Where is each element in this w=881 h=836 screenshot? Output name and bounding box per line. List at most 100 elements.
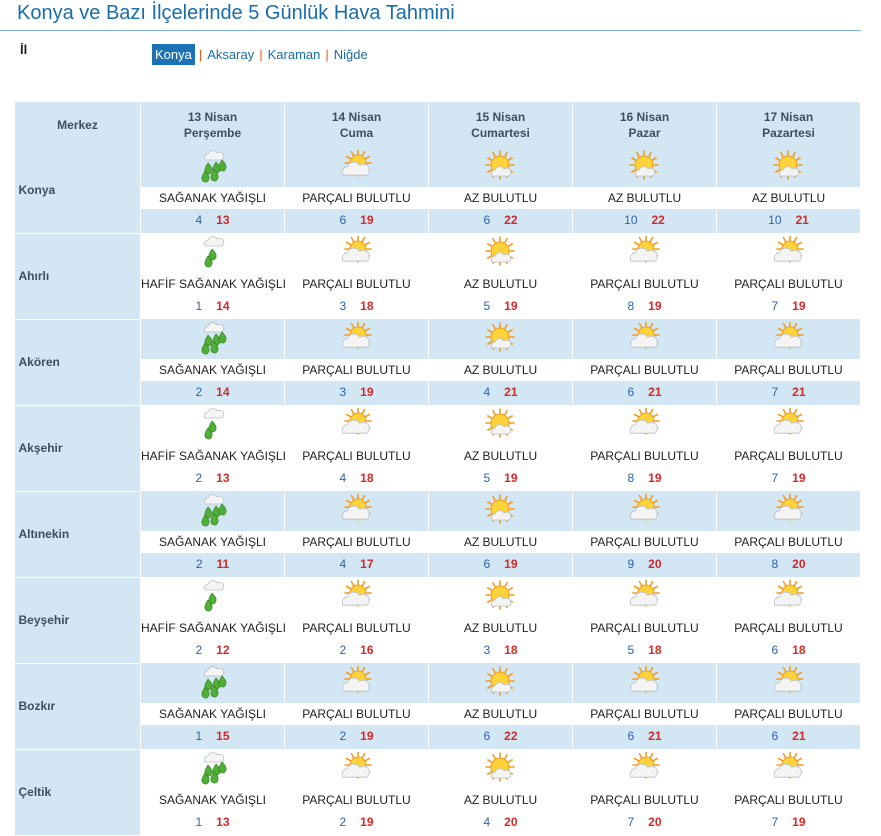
min-temperature: 1 — [195, 299, 203, 313]
max-temperature: 19 — [504, 557, 518, 571]
partly-cloudy-icon — [629, 580, 660, 607]
temperature-range: 5 19 — [429, 467, 572, 490]
min-temperature: 6 — [483, 729, 491, 743]
temperature-range: 4 20 — [429, 811, 572, 834]
partly-cloudy-icon — [629, 752, 660, 779]
forecast-cell: SAĞANAK YAĞIŞLI 2 14 — [140, 319, 285, 405]
partly-cloudy-icon — [773, 494, 804, 521]
mostly-sunny-icon — [772, 150, 803, 180]
weather-icon-box — [141, 491, 284, 531]
day-date: 15 Nisan — [475, 109, 526, 124]
weather-description: SAĞANAK YAĞIŞLI — [141, 187, 284, 209]
weather-description: HAFİF SAĞANAK YAĞIŞLI — [141, 449, 286, 463]
weather-description: PARÇALI BULUTLU — [590, 449, 699, 463]
weather-icon-box — [285, 233, 428, 273]
min-temperature: 6 — [627, 729, 635, 743]
min-temperature: 2 — [195, 557, 203, 571]
max-temperature: 19 — [792, 299, 806, 313]
forecast-cell: AZ BULUTLU 5 19 — [428, 405, 573, 491]
weather-icon-box — [429, 491, 572, 531]
partly-cloudy-icon — [773, 580, 804, 607]
weather-icon-box — [141, 577, 284, 617]
temperature-range: 5 18 — [573, 639, 716, 662]
weather-icon-box — [717, 663, 860, 703]
max-temperature: 17 — [360, 557, 374, 571]
forecast-cell: PARÇALI BULUTLU 7 21 — [716, 319, 861, 405]
forecast-cell: PARÇALI BULUTLU 7 19 — [716, 749, 861, 835]
province-link-aksaray[interactable]: Aksaray — [207, 46, 255, 62]
heavy-shower-icon — [201, 752, 226, 785]
min-temperature: 5 — [483, 299, 491, 313]
forecast-cell: AZ BULUTLU 10 22 — [572, 147, 717, 233]
min-temperature: 4 — [339, 557, 347, 571]
temperature-range: 5 19 — [429, 295, 572, 318]
min-temperature: 1 — [195, 729, 203, 743]
day-weekday: Pazar — [628, 125, 661, 140]
weather-description: AZ BULUTLU — [429, 531, 572, 553]
weather-description: PARÇALI BULUTLU — [285, 187, 428, 209]
partly-cloudy-icon — [341, 580, 372, 607]
weather-icon-box — [285, 749, 428, 789]
light-shower-icon — [203, 236, 224, 268]
partly-cloudy-icon — [341, 150, 372, 177]
min-temperature: 10 — [768, 213, 782, 227]
weather-icon-box — [717, 147, 860, 187]
forecast-cell: SAĞANAK YAĞIŞLI 2 11 — [140, 491, 285, 577]
mostly-sunny-icon — [484, 666, 515, 696]
min-temperature: 4 — [483, 385, 491, 399]
forecast-cell: AZ BULUTLU 6 22 — [428, 147, 573, 233]
partly-cloudy-icon — [629, 494, 660, 521]
forecast-cell: PARÇALI BULUTLU 4 18 — [284, 405, 429, 491]
forecast-cell: PARÇALI BULUTLU 8 19 — [572, 233, 717, 319]
table-row: Altınekin SAĞANAK YAĞIŞLI 2 11 PARÇALI BULUT… — [14, 491, 861, 578]
temperature-range: 1 13 — [141, 811, 284, 834]
temperature-range: 10 21 — [717, 209, 860, 232]
weather-icon-box — [573, 491, 716, 531]
province-link-niğde[interactable]: Niğde — [333, 46, 368, 62]
province-link-konya[interactable]: Konya — [152, 43, 195, 65]
weather-description: PARÇALI BULUTLU — [302, 449, 411, 463]
weather-icon-box — [285, 147, 428, 187]
weather-icon-box — [141, 663, 284, 703]
weather-description: PARÇALI BULUTLU — [717, 359, 860, 381]
nav-separator: | — [325, 46, 329, 62]
min-temperature: 8 — [771, 557, 779, 571]
weather-description: AZ BULUTLU — [463, 621, 538, 635]
max-temperature: 21 — [795, 213, 809, 227]
temperature-range: 9 20 — [573, 553, 716, 576]
min-temperature: 3 — [339, 299, 347, 313]
max-temperature: 13 — [216, 213, 230, 227]
day-date: 16 Nisan — [619, 109, 670, 124]
weather-icon-box — [285, 405, 428, 445]
province-link-karaman[interactable]: Karaman — [267, 46, 321, 62]
day-date: 13 Nisan — [187, 109, 238, 124]
min-temperature: 6 — [483, 213, 491, 227]
forecast-cell: HAFİF SAĞANAK YAĞIŞLI 2 12 — [140, 577, 286, 663]
temperature-range: 3 19 — [285, 381, 428, 404]
max-temperature: 19 — [504, 299, 518, 313]
weather-description: PARÇALI BULUTLU — [734, 621, 843, 635]
forecast-cell: PARÇALI BULUTLU 2 19 — [284, 749, 429, 835]
max-temperature: 20 — [648, 557, 662, 571]
min-temperature: 2 — [339, 643, 347, 657]
min-temperature: 9 — [627, 557, 635, 571]
mostly-sunny-icon — [484, 494, 515, 524]
day-header: 14 Nisan Cuma — [284, 102, 429, 147]
light-shower-icon — [203, 408, 224, 440]
max-temperature: 20 — [504, 815, 518, 829]
max-temperature: 19 — [792, 471, 806, 485]
weather-icon-box — [573, 663, 716, 703]
min-temperature: 7 — [771, 471, 779, 485]
temperature-range: 4 13 — [141, 209, 284, 232]
forecast-cell: PARÇALI BULUTLU 4 17 — [284, 491, 429, 577]
district-name: Altınekin — [14, 491, 141, 578]
max-temperature: 19 — [360, 729, 374, 743]
temperature-range: 8 20 — [717, 553, 860, 576]
weather-description: PARÇALI BULUTLU — [717, 531, 860, 553]
temperature-range: 7 19 — [717, 467, 860, 490]
forecast-cell: PARÇALI BULUTLU 2 16 — [284, 577, 429, 663]
max-temperature: 15 — [216, 729, 230, 743]
weather-icon-box — [717, 319, 860, 359]
day-weekday: Perşembe — [183, 125, 242, 140]
temperature-range: 1 14 — [141, 295, 284, 318]
